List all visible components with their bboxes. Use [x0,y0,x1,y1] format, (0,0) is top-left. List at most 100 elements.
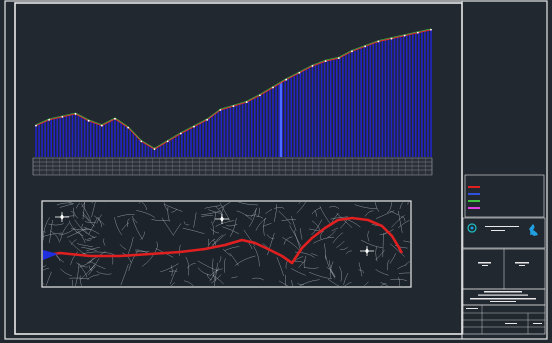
street-segment [340,247,348,250]
street-segment [193,212,197,228]
street-segment [120,264,129,286]
street-segment [84,229,96,238]
street-segment [344,281,352,286]
street-segment [284,274,287,286]
street-segment [327,279,340,286]
street-segment [212,258,216,282]
street-segment [326,267,336,278]
street-segment [218,202,231,210]
street-segment [386,259,390,271]
profile-point [298,71,301,74]
street-segment [298,202,301,204]
street-segment [336,240,345,248]
street-segment [91,202,96,218]
street-segment [380,283,387,286]
street-segment [278,210,292,225]
street-segment [303,255,307,269]
street-segment [354,204,378,210]
street-segment [161,217,175,237]
street-segment [45,271,52,286]
street-segment [116,214,135,218]
street-segment [380,282,389,286]
profile-point [153,148,156,151]
profile-point [179,132,182,135]
street-segment [132,218,143,240]
street-segment [215,220,235,227]
street-segment [291,280,294,286]
profile-point [61,115,64,118]
legend-box [464,174,545,218]
street-segment [229,252,239,266]
profile-point [48,118,51,121]
street-segment [186,262,196,269]
street-segment [141,202,147,211]
profile-point [311,65,314,67]
street-segment [390,278,408,281]
street-segment [358,262,363,277]
street-segment [183,280,194,286]
street-segment [252,277,264,281]
street-segment [168,270,178,272]
street-segment [81,202,86,208]
street-segment [127,237,134,254]
street-segment [86,247,100,252]
longitudinal-profile-chart [35,28,432,157]
street-segment [224,246,240,251]
profile-point [74,113,77,115]
street-segment [276,256,284,277]
profile-points [35,28,432,151]
street-segment [114,217,123,236]
street-segment [96,214,102,224]
street-segment [60,222,70,241]
outer-frame [4,0,548,340]
street-segment [142,248,158,267]
street-segment [274,207,285,209]
street-segment [298,259,307,268]
street-segment [400,216,406,222]
street-segment [222,248,231,257]
street-segment [364,210,374,217]
street-segment [197,267,211,276]
street-segment [140,231,145,240]
street-segment [164,204,183,212]
street-segment [185,256,190,276]
street-segment [343,273,349,285]
street-segment [291,216,297,231]
street-segment [283,236,293,245]
street-segment [375,269,389,276]
profile-point [364,45,367,48]
street-segment [58,227,76,236]
street-segment [363,281,369,286]
street-segment [139,202,141,204]
street-segment [183,221,190,226]
street-segment [70,210,75,218]
street-segment [103,238,106,246]
street-segment [170,268,178,285]
street-segment [325,255,335,278]
profile-point [219,109,222,111]
street-segment [304,267,319,269]
street-segment [389,253,397,264]
street-segment [69,277,89,280]
street-segment [43,231,46,233]
street-segment [213,262,218,286]
street-segment [121,222,130,231]
street-segment [229,217,237,237]
profile-point [337,57,340,60]
street-segment [83,226,100,235]
street-segment [379,229,394,236]
street-segment [346,250,352,255]
route-map-panel[interactable] [28,181,425,301]
street-segment [255,215,264,219]
street-segment [87,236,97,240]
street-segment [290,268,306,276]
street-segment [226,224,238,227]
street-segment [82,212,95,228]
street-segment [79,261,92,268]
street-segment [82,202,86,220]
street-segment [210,228,220,234]
street-segment [389,210,399,216]
street-segment [156,241,158,248]
profile-bars [35,29,432,157]
